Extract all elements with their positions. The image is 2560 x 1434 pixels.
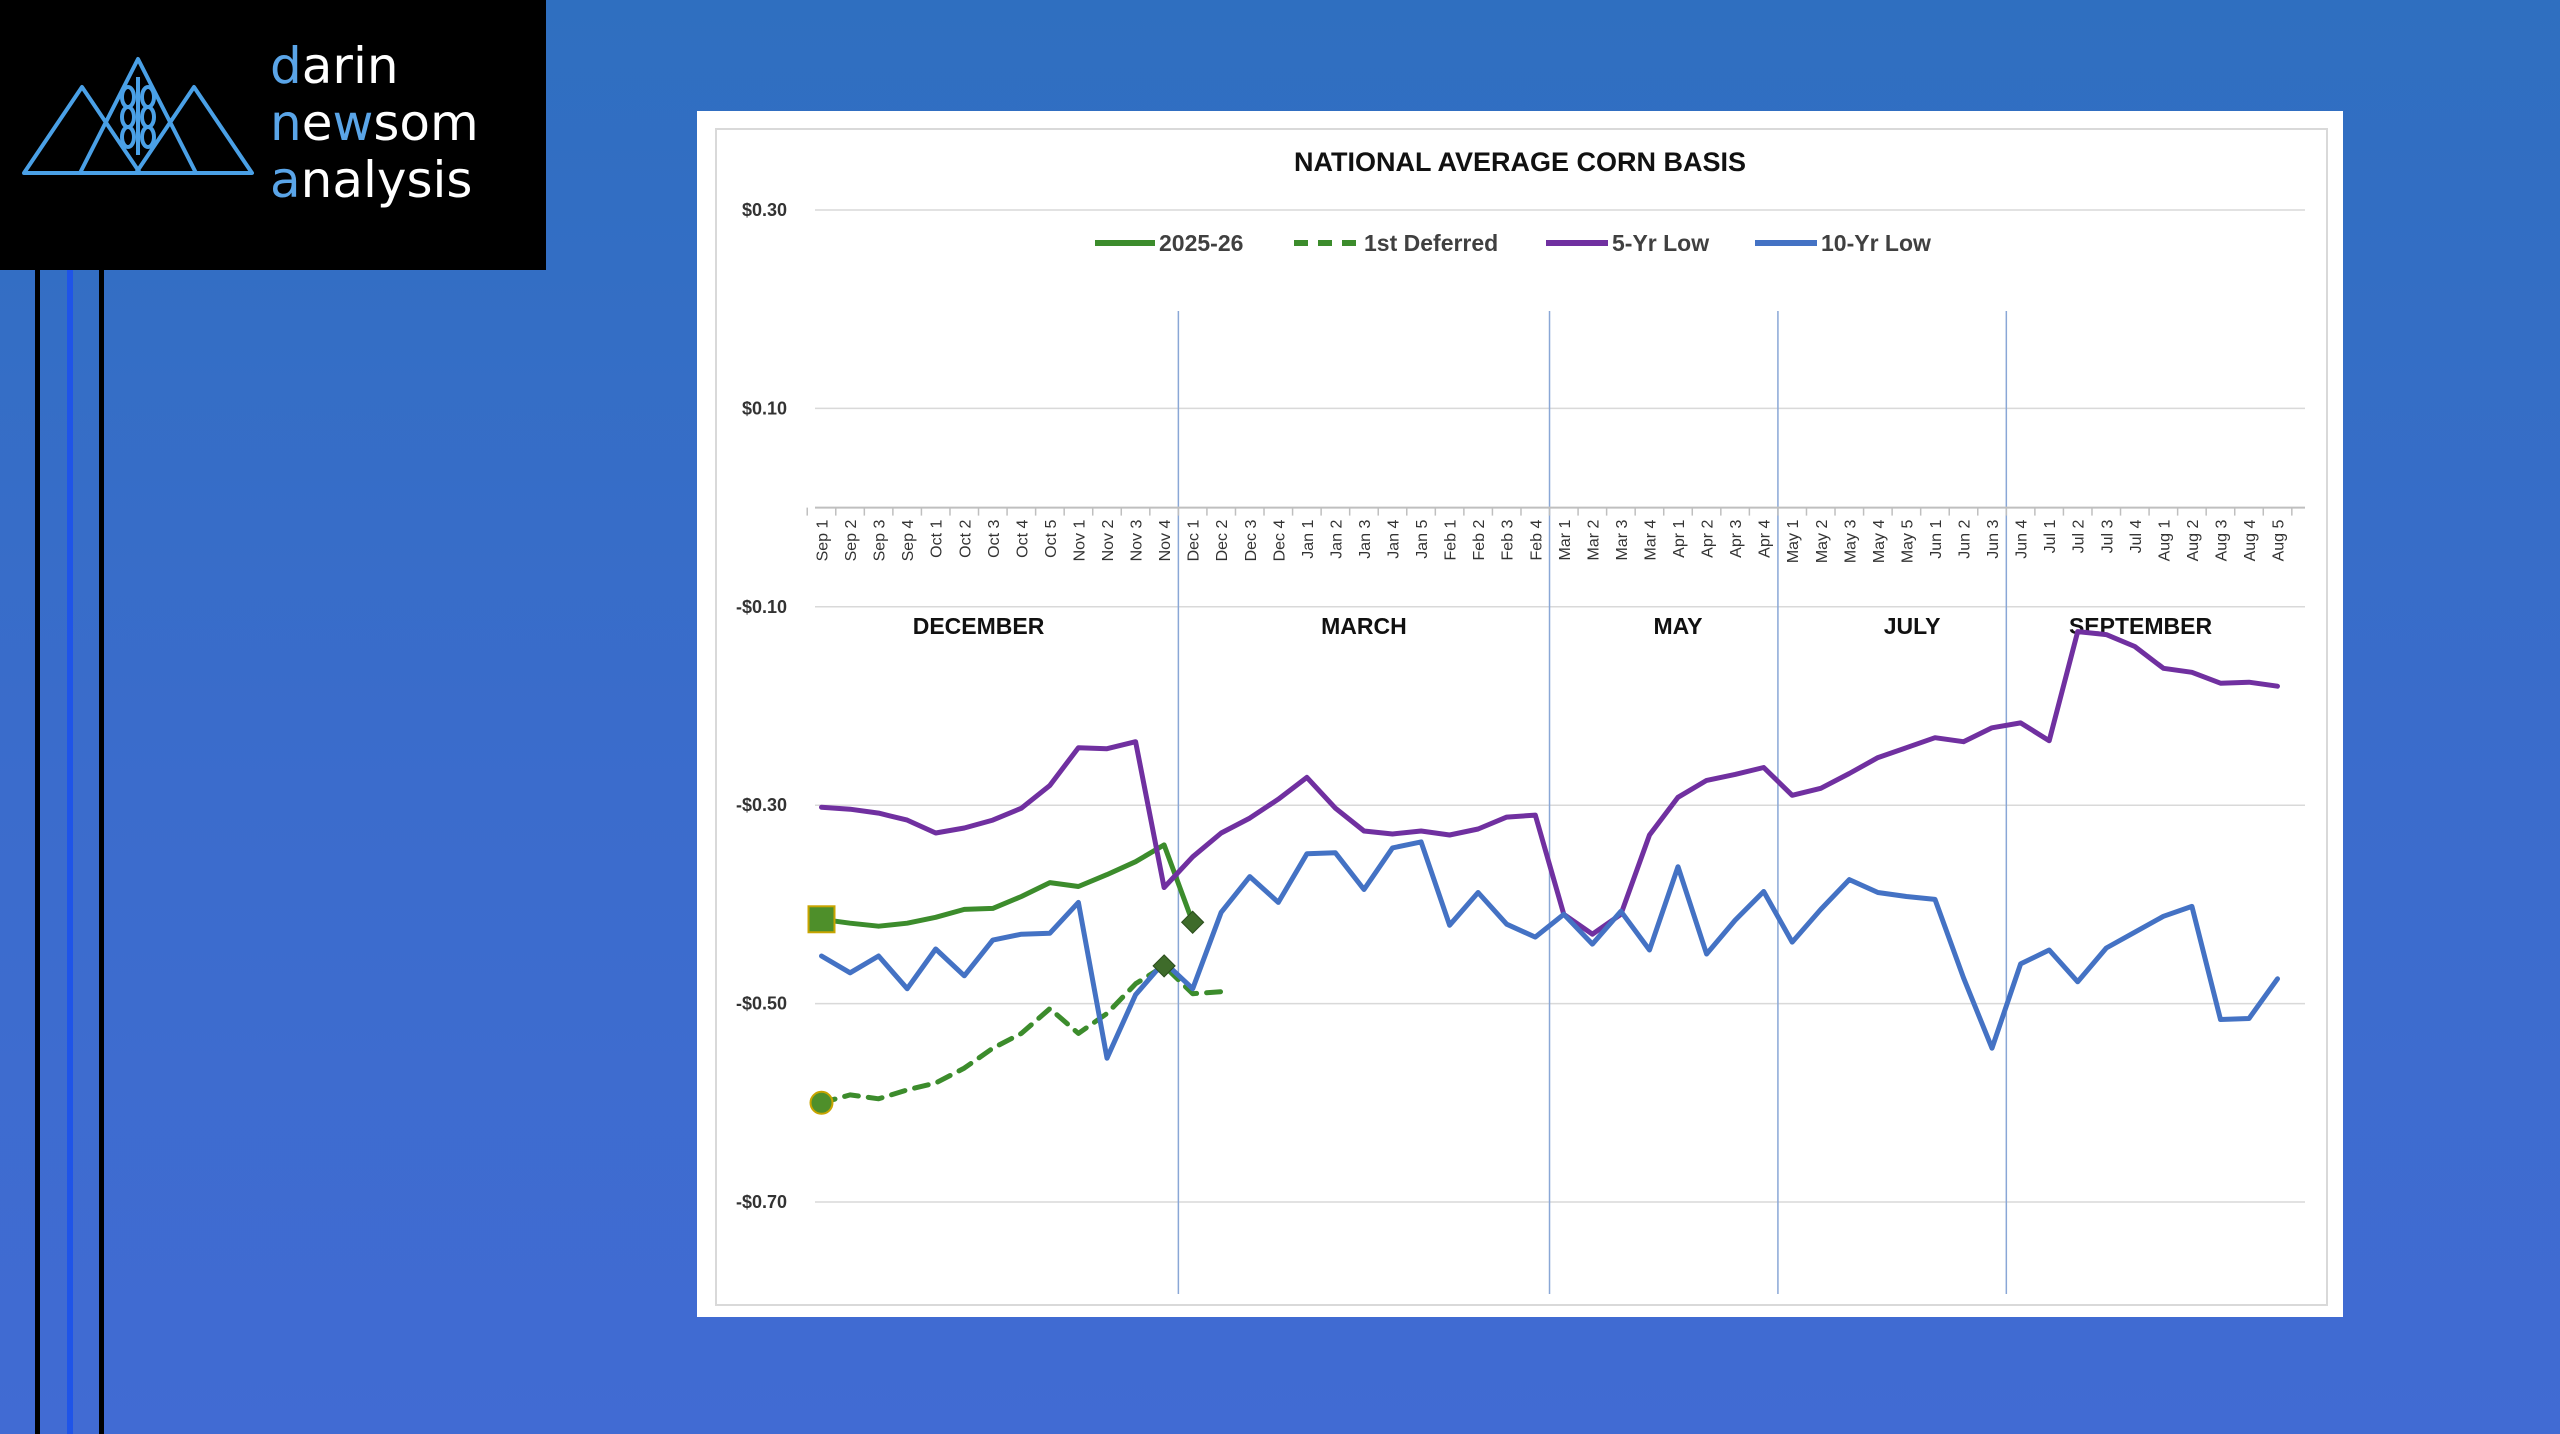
contract-label: MAY bbox=[1654, 613, 1703, 639]
brand-name: darin newsom analysis bbox=[270, 38, 479, 209]
x-tick-label: Sep 3 bbox=[872, 519, 889, 561]
x-tick-label: Mar 3 bbox=[1614, 520, 1631, 561]
x-tick-label: Feb 1 bbox=[1443, 520, 1460, 561]
x-tick-label: May 1 bbox=[1785, 520, 1802, 564]
mountains-wheat-icon bbox=[22, 57, 254, 175]
x-tick-label: Feb 2 bbox=[1471, 520, 1488, 561]
y-tick-label: -$0.70 bbox=[736, 1192, 787, 1212]
y-tick-label: -$0.50 bbox=[736, 994, 787, 1014]
legend-label: 5-Yr Low bbox=[1612, 230, 1709, 256]
x-tick-label: Jan 5 bbox=[1414, 519, 1431, 558]
contract-label: JULY bbox=[1884, 613, 1941, 639]
x-tick-label: Nov 1 bbox=[1071, 519, 1088, 561]
decorative-rule bbox=[35, 270, 40, 1434]
x-tick-label: Apr 4 bbox=[1757, 520, 1774, 558]
y-tick-label: $0.10 bbox=[742, 398, 787, 418]
x-tick-label: Jan 4 bbox=[1386, 519, 1403, 558]
x-tick-label: Dec 4 bbox=[1271, 519, 1288, 561]
x-tick-label: May 5 bbox=[1899, 520, 1916, 564]
start-marker-square bbox=[807, 905, 836, 934]
x-tick-label: Jan 3 bbox=[1357, 519, 1374, 558]
x-tick-label: Dec 1 bbox=[1186, 519, 1203, 561]
x-tick-label: Mar 1 bbox=[1557, 520, 1574, 561]
x-tick-label: Dec 3 bbox=[1243, 519, 1260, 561]
x-tick-label: Aug 5 bbox=[2271, 519, 2288, 561]
x-tick-label: May 3 bbox=[1842, 520, 1859, 564]
x-tick-label: Nov 4 bbox=[1157, 519, 1174, 561]
series-line-5-yr-low bbox=[819, 629, 2280, 937]
chart-title: NATIONAL AVERAGE CORN BASIS bbox=[1294, 147, 1746, 177]
y-tick-label: -$0.30 bbox=[736, 795, 787, 815]
decorative-rule bbox=[99, 270, 104, 1434]
x-tick-label: Dec 2 bbox=[1214, 519, 1231, 561]
start-marker-circle bbox=[809, 1090, 834, 1115]
x-tick-label: Jun 1 bbox=[1928, 519, 1945, 558]
plot-border bbox=[715, 128, 2328, 1306]
x-tick-label: Apr 1 bbox=[1671, 520, 1688, 558]
x-tick-label: Jun 2 bbox=[1957, 519, 1974, 558]
x-tick-label: Jul 4 bbox=[2128, 519, 2145, 553]
x-tick-label: Oct 5 bbox=[1043, 519, 1060, 557]
x-tick-label: Mar 2 bbox=[1585, 520, 1602, 561]
x-tick-label: Mar 4 bbox=[1642, 520, 1659, 561]
series-line-1st-deferred bbox=[819, 963, 1224, 1106]
x-tick-label: Aug 4 bbox=[2242, 519, 2259, 561]
x-tick-label: Jul 2 bbox=[2071, 519, 2088, 553]
x-tick-label: Aug 1 bbox=[2156, 519, 2173, 561]
x-tick-label: Sep 2 bbox=[843, 519, 860, 561]
chart-card: NATIONAL AVERAGE CORN BASIS $0.30 $0.10 -$… bbox=[697, 111, 2343, 1317]
x-tick-label: Apr 2 bbox=[1700, 520, 1717, 558]
x-tick-label: Feb 4 bbox=[1528, 520, 1545, 561]
x-tick-label: Sep 1 bbox=[815, 519, 832, 561]
brand-logo: darin newsom analysis bbox=[0, 0, 546, 270]
decorative-rule bbox=[67, 270, 73, 1434]
brand-line-3: analysis bbox=[270, 151, 473, 209]
brand-line-2: newsom bbox=[270, 94, 479, 152]
x-tick-label: Jan 1 bbox=[1300, 519, 1317, 558]
x-tick-label: Oct 3 bbox=[986, 519, 1003, 557]
x-tick-label: Oct 1 bbox=[929, 519, 946, 557]
series-line-2025-26 bbox=[819, 842, 1196, 929]
x-tick-label: Oct 2 bbox=[957, 519, 974, 557]
y-tick-label: $0.30 bbox=[742, 200, 787, 220]
x-tick-label: Nov 3 bbox=[1129, 519, 1146, 561]
x-tick-label: Feb 3 bbox=[1500, 520, 1517, 561]
contract-label: DECEMBER bbox=[913, 613, 1045, 639]
x-tick-label: Jul 1 bbox=[2042, 519, 2059, 553]
x-tick-label: May 2 bbox=[1814, 520, 1831, 564]
x-tick-label: Nov 2 bbox=[1100, 519, 1117, 561]
y-tick-label: -$0.10 bbox=[736, 597, 787, 617]
brand-line-1: darin bbox=[270, 37, 399, 95]
x-tick-label: Jun 4 bbox=[2014, 519, 2031, 558]
x-tick-label: Oct 4 bbox=[1014, 519, 1031, 557]
series-line-10-yr-low bbox=[819, 839, 2280, 1061]
legend-label: 2025-26 bbox=[1159, 230, 1243, 256]
x-tick-label: Sep 4 bbox=[900, 519, 917, 561]
corn-basis-chart: NATIONAL AVERAGE CORN BASIS $0.30 $0.10 -$… bbox=[715, 128, 2328, 1306]
contract-label: MARCH bbox=[1321, 613, 1407, 639]
legend-label: 10-Yr Low bbox=[1821, 230, 1931, 256]
x-tick-label: Apr 3 bbox=[1728, 520, 1745, 558]
mid-marker-diamond bbox=[1152, 954, 1176, 978]
x-tick-label: Jul 3 bbox=[2099, 519, 2116, 553]
x-tick-label: May 4 bbox=[1871, 520, 1888, 564]
x-tick-label: Aug 2 bbox=[2185, 519, 2202, 561]
x-tick-label: Jun 3 bbox=[1985, 519, 2002, 558]
x-tick-label: Jan 2 bbox=[1328, 519, 1345, 558]
legend-label: 1st Deferred bbox=[1364, 230, 1498, 256]
end-marker-diamond bbox=[1180, 910, 1205, 934]
x-tick-label: Aug 3 bbox=[2213, 519, 2230, 561]
